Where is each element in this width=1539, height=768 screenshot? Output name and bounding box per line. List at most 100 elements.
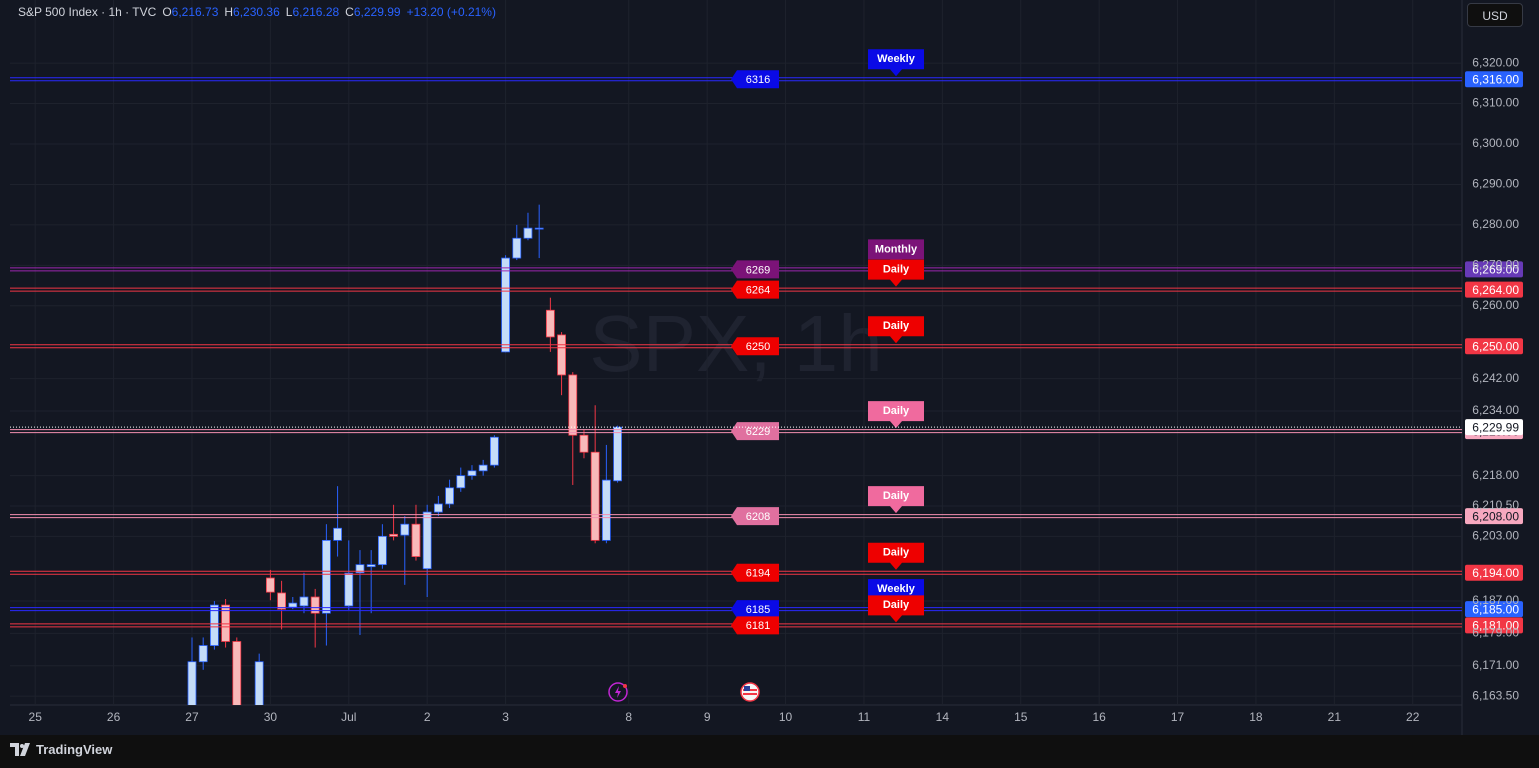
level-tag-label: Weekly [877,53,916,65]
candle-body [377,535,387,566]
level-tag-label: Daily [883,320,910,332]
y-tick-label: 6,187.00 [1472,593,1519,607]
candle-body [344,572,354,607]
x-tick-label: 18 [1249,710,1263,724]
x-tick-label: 22 [1406,710,1420,724]
axis-level-box [1465,601,1523,618]
last-price-box [1465,419,1523,436]
axis-level-label: 6,250.00 [1472,339,1519,353]
candle-body [613,426,622,482]
high-value: 6,230.36 [233,5,280,19]
axis-level-box [1465,564,1523,581]
level-tag [868,239,924,267]
low-key: L [285,5,293,19]
open-key: O [162,5,172,19]
level-tag-label: Daily [883,599,910,611]
level-tag-label: Daily [883,547,910,559]
candle-body [601,479,611,541]
y-tick-label: 6,234.00 [1472,403,1519,417]
brand: TradingView [10,742,112,757]
x-tick-label: 2 [424,710,431,724]
candle-body [288,602,298,608]
level-tag [868,542,924,570]
level-pill-label: 6269 [746,264,770,276]
axis-level-box [1465,338,1523,355]
y-tick-label: 6,270.00 [1472,258,1519,272]
x-tick-label: 11 [858,710,871,724]
symbol: S&P 500 Index · 1h · TVC [18,5,157,19]
candle-body [209,604,219,646]
level-tag [868,401,924,429]
candle-body [254,661,264,705]
candle-body [310,596,320,614]
candle-body [467,470,477,477]
level-pill-label: 6181 [746,620,770,632]
candle-body [489,436,499,466]
level-pill-label: 6250 [746,341,770,353]
candle-body [333,527,342,541]
candles [187,204,622,705]
candle-body [232,641,242,705]
x-tick-label: 16 [1092,710,1106,724]
axis-level-label: 6,194.00 [1472,566,1519,580]
axis-level-label: 6,185.00 [1472,602,1519,616]
candle-body [512,237,522,259]
axis-level-box [1465,508,1523,525]
brand-logo [10,742,30,756]
candle-body [198,645,208,663]
x-tick-label: 26 [107,710,121,724]
level-pill [731,600,779,619]
level-tag-label: Weekly [877,583,916,595]
x-tick-label: 3 [502,710,509,724]
candle-body [411,523,421,557]
currency-button[interactable]: USD [1467,3,1523,27]
close-key: C [345,5,354,19]
y-tick-label: 6,242.00 [1472,371,1519,385]
x-tick-label: 27 [185,710,199,724]
candle-body [389,533,398,537]
axis-level-box [1465,261,1523,278]
level-pill-label: 6185 [746,604,770,616]
axis-level-box [1465,281,1523,298]
level-tag [868,316,924,344]
y-tick-label: 6,218.00 [1472,468,1519,482]
level-pill-label: 6229 [746,426,770,438]
candle-body [590,451,600,541]
level-pill-label: 6316 [746,74,770,86]
candle-body [355,564,365,574]
candle-body [277,592,286,610]
candle-body [545,309,555,338]
level-tag [868,486,924,514]
candle-body [568,374,578,436]
axes: 6,320.00 6,310.00 6,300.00 6,290.00 6,280.00… [29,55,1520,724]
level-pill-label: 6208 [746,511,770,523]
candle-body [579,434,589,453]
level-pill [731,337,779,356]
axis-level-label: 6,208.00 [1472,509,1519,523]
y-tick-label: 6,310.00 [1472,96,1519,110]
x-tick-label: 25 [29,710,43,724]
high-key: H [224,5,234,19]
candle-body [321,539,331,614]
candle-body [456,475,466,489]
x-tick-label: 10 [779,710,793,724]
candle-body [265,577,275,593]
level-tag [868,579,924,607]
x-tick-label: 21 [1328,710,1342,724]
level-tag [868,259,924,287]
y-tick-label: 6,171.00 [1472,658,1519,672]
event-icon[interactable] [608,682,628,702]
close-value: 6,229.99 [353,5,401,19]
y-tick-label: 6,280.00 [1472,217,1519,231]
candle-body [366,564,376,568]
level-pill [731,507,779,526]
axis-level-label: 6,269.00 [1472,263,1519,277]
flag-icon[interactable] [740,682,760,702]
y-tick-label: 6,179.00 [1472,626,1519,640]
x-tick-label: 17 [1171,710,1185,724]
y-tick-label: 6,203.00 [1472,529,1519,543]
axis-level-box [1465,617,1523,634]
legend-header: S&P 500 Index · 1h · TVC O6,216.73 H6,230.… [18,5,496,19]
candle-body [221,604,230,642]
